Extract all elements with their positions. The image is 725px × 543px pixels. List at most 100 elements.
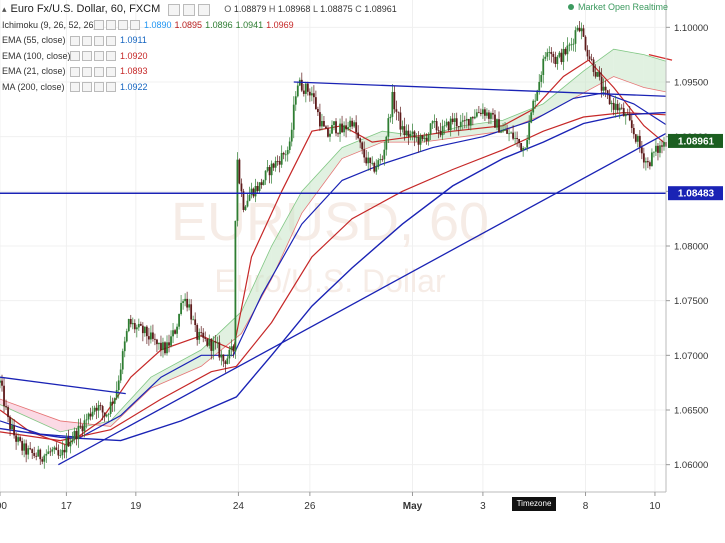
indicator-value: 1.0920: [120, 50, 148, 61]
candle-body: [182, 301, 184, 303]
candle-body: [568, 44, 571, 46]
indicator-value: 1.0896: [205, 19, 233, 30]
price-badge: [668, 186, 723, 201]
cloud-segment: [643, 54, 666, 92]
candle-body: [606, 90, 609, 95]
candle-body: [1, 380, 3, 386]
indicator-tools: [70, 51, 116, 62]
candle-body: [230, 346, 233, 350]
title-tools: [168, 3, 211, 16]
timezone-button[interactable]: Timezone: [512, 497, 556, 511]
candle-body: [574, 30, 577, 44]
candle-body: [133, 323, 136, 330]
candle-body: [494, 114, 496, 128]
cloud-segment: [543, 71, 584, 115]
candle-body: [238, 159, 241, 184]
close-icon[interactable]: [198, 3, 211, 16]
cloud-segment: [301, 147, 343, 214]
candle-body: [471, 117, 474, 119]
candle-body: [407, 130, 410, 137]
candle-body: [490, 113, 492, 119]
candle-body: [375, 167, 378, 172]
ohlc-high: 1.08968: [277, 4, 311, 14]
candle-body: [417, 137, 420, 145]
indicator-row[interactable]: EMA (100, close) 1.0920: [2, 49, 397, 65]
indicator-tools: [70, 66, 116, 77]
candle-body: [196, 324, 199, 340]
candle-body: [618, 107, 621, 111]
more-icon[interactable]: [130, 20, 140, 31]
visibility-icon[interactable]: [94, 20, 104, 31]
candle-body: [77, 425, 80, 440]
settings-icon[interactable]: [82, 66, 92, 77]
candle-body: [325, 126, 327, 129]
indicator-value: 1.0941: [235, 19, 264, 30]
close-icon[interactable]: [94, 51, 104, 62]
indicator-row[interactable]: EMA (21, close) 1.0893: [2, 64, 397, 80]
candle-body: [9, 417, 11, 430]
settings-icon[interactable]: [82, 82, 92, 93]
settings-icon[interactable]: [106, 20, 116, 31]
candle-body: [278, 161, 281, 165]
visibility-icon[interactable]: [70, 66, 80, 77]
candle-body: [65, 438, 68, 453]
settings-icon[interactable]: [183, 3, 196, 16]
market-status-text: Market Open Realtime: [578, 2, 669, 12]
candle-body: [286, 149, 289, 155]
indicator-row[interactable]: MA (200, close) 1.0922: [2, 80, 397, 96]
candle-body: [500, 131, 502, 133]
close-icon[interactable]: [94, 35, 104, 46]
candle-body: [592, 59, 595, 72]
candle-body: [349, 120, 352, 128]
visibility-icon[interactable]: [168, 3, 181, 16]
visibility-icon[interactable]: [70, 82, 80, 93]
candle-body: [659, 145, 661, 153]
settings-icon[interactable]: [82, 51, 92, 62]
candle-body: [323, 121, 325, 127]
candle-body: [590, 59, 593, 60]
candle-body: [246, 200, 249, 207]
close-icon[interactable]: [94, 82, 104, 93]
candle-body: [168, 342, 170, 346]
candle-body: [449, 118, 452, 131]
candle-body: [437, 130, 440, 132]
candle-body: [365, 157, 368, 164]
symbol-title: Euro Fx/U.S. Dollar, 60, FXCM: [10, 3, 161, 15]
candle-body: [550, 52, 553, 55]
visibility-icon[interactable]: [70, 35, 80, 46]
candle-body: [451, 118, 454, 123]
candle-body: [254, 186, 257, 197]
candle-body: [415, 137, 418, 138]
indicator-row[interactable]: Ichimoku (9, 26, 52, 26) 1.0890 1.0895 1.08…: [2, 18, 397, 34]
settings-icon[interactable]: [82, 35, 92, 46]
candle-body: [363, 149, 366, 158]
watermark-logo: EURUSD, 60: [171, 192, 489, 252]
indicator-list: Ichimoku (9, 26, 52, 26) 1.0890 1.0895 1.08…: [2, 18, 397, 96]
grid: [0, 0, 666, 492]
more-icon[interactable]: [106, 35, 116, 46]
indicator-row[interactable]: EMA (55, close) 1.0911: [2, 33, 397, 49]
candle-body: [522, 147, 525, 151]
more-icon[interactable]: [106, 82, 116, 93]
trendline: [293, 81, 667, 97]
candle-body: [160, 342, 162, 350]
visibility-icon[interactable]: [70, 51, 80, 62]
close-icon[interactable]: [94, 66, 104, 77]
price-tick-label: 1.09500: [674, 78, 708, 89]
more-icon[interactable]: [106, 66, 116, 77]
candle-body: [347, 127, 349, 130]
close-icon[interactable]: [118, 20, 128, 31]
candle-body: [467, 118, 470, 126]
candle-body: [439, 130, 442, 136]
candle-body: [17, 437, 20, 442]
candle-body: [125, 331, 128, 342]
candle-body: [514, 137, 516, 139]
candle-body: [204, 337, 207, 339]
collapse-icon[interactable]: ▴: [2, 4, 7, 14]
trendline: [648, 54, 673, 61]
candle-body: [212, 341, 215, 351]
indicator-tools: [70, 82, 116, 93]
more-icon[interactable]: [106, 51, 116, 62]
price-tick-label: 1.07000: [674, 351, 708, 362]
